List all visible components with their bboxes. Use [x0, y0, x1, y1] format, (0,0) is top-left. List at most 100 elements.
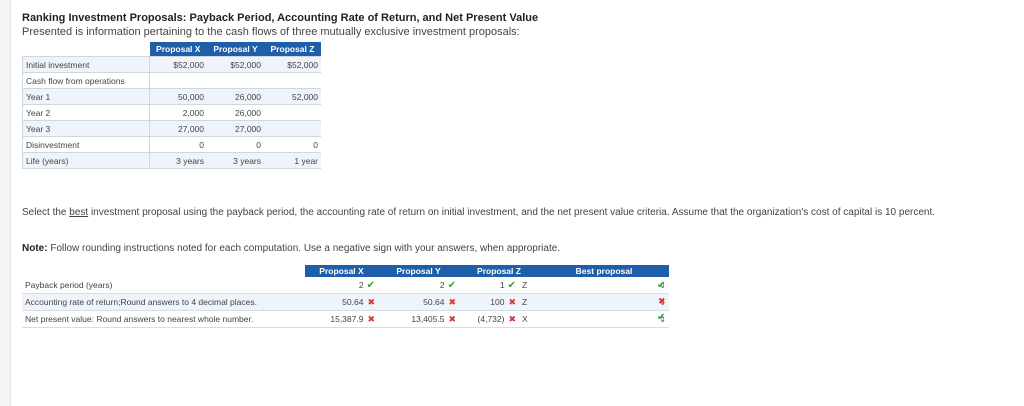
check-icon: ✔ [507, 279, 516, 291]
instructions-best: best [69, 207, 89, 218]
cell-x: $52,000 [149, 56, 207, 73]
header-blank [22, 42, 150, 57]
cell-x: 2,000 [149, 104, 207, 121]
cash-flow-table: Proposal X Proposal Y Proposal Z Initial… [22, 42, 321, 169]
instructions-post: investment proposal using the payback pe… [88, 207, 936, 218]
cross-icon: ✖ [367, 313, 375, 324]
cell-y [207, 72, 264, 89]
table-row: Life (years) 3 years 3 years 1 year [22, 152, 321, 169]
note-label: Note: [22, 243, 48, 254]
answer-value: (4,732) [477, 314, 505, 324]
answer-value: 2 [439, 280, 445, 290]
cell-y: 3 years [207, 152, 264, 169]
problem-content: Ranking Investment Proposals: Payback Pe… [22, 10, 1022, 328]
best-proposal-select[interactable]: ⇕ [539, 311, 669, 327]
cell-y: 26,000 [207, 88, 264, 105]
cell-x: 0 [149, 136, 207, 153]
row-label: Year 2 [22, 104, 150, 121]
cell-z: 52,000 [264, 88, 321, 105]
cell-x: 3 years [149, 152, 207, 169]
answer-header-x: Proposal X [305, 265, 378, 277]
cross-icon: ✖ [448, 296, 456, 307]
cross-icon: ✖ [508, 313, 516, 324]
answer-value: 13,405.5 [411, 314, 445, 324]
table-row: Disinvestment 0 0 0 [22, 136, 321, 153]
cell-x [149, 72, 207, 89]
answer-z-rank: Z [522, 297, 528, 307]
answer-value: 15,387.9 [330, 314, 364, 324]
row-label: Cash flow from operations [22, 72, 150, 89]
cash-flow-header-row: Proposal X Proposal Y Proposal Z [22, 42, 321, 57]
answer-row-arr: Accounting rate of return;Round answers … [22, 294, 669, 311]
row-label: Year 3 [22, 120, 150, 137]
header-proposal-x: Proposal X [149, 42, 207, 57]
check-icon: ✔ [366, 279, 375, 291]
answer-value: 50.64 [423, 297, 445, 307]
answer-table: Proposal X Proposal Y Proposal Z Best pr… [22, 265, 669, 328]
cell-z [264, 104, 321, 121]
check-icon: ✔ [447, 279, 456, 291]
table-row: Cash flow from operations [22, 72, 321, 89]
answer-header-z: Proposal Z [459, 265, 539, 277]
note-text: Follow rounding instructions noted for e… [47, 243, 561, 254]
answer-value: 50.64 [342, 297, 364, 307]
problem-title: Ranking Investment Proposals: Payback Pe… [22, 12, 539, 24]
cross-icon: ✖ [658, 296, 666, 306]
cross-icon: ✖ [508, 296, 516, 307]
cross-icon: ✖ [448, 313, 456, 324]
note: Note: Follow rounding instructions noted… [22, 243, 560, 254]
best-proposal-select[interactable]: ⇕ [539, 277, 669, 293]
answer-value: 2 [358, 280, 364, 290]
cell-z: 1 year [264, 152, 321, 169]
cell-y: $52,000 [207, 56, 264, 73]
answer-value: 1 [499, 280, 505, 290]
answer-x-input[interactable]: 15,387.9 ✖ [305, 311, 378, 327]
cell-y: 26,000 [207, 104, 264, 121]
answer-z-input[interactable]: 1 ✔ [459, 277, 519, 293]
answer-header-y: Proposal Y [378, 265, 459, 277]
answer-value: 100 [490, 297, 505, 307]
table-row: Year 3 27,000 27,000 [22, 120, 321, 137]
cell-y: 0 [207, 136, 264, 153]
answer-z-rank: X [522, 314, 528, 324]
answer-header-blank [22, 265, 305, 277]
problem-intro: Presented is information pertaining to t… [22, 26, 520, 38]
answer-x-input[interactable]: 2 ✔ [305, 277, 378, 293]
answer-y-input[interactable]: 13,405.5 ✖ [378, 311, 459, 327]
cell-z: $52,000 [264, 56, 321, 73]
cell-z [264, 120, 321, 137]
row-label: Life (years) [22, 152, 150, 169]
cell-x: 50,000 [149, 88, 207, 105]
row-label: Disinvestment [22, 136, 150, 153]
header-proposal-y: Proposal Y [207, 42, 264, 57]
row-label: Payback period (years) [25, 280, 113, 290]
check-icon: ✔ [657, 312, 666, 323]
table-row: Year 2 2,000 26,000 [22, 104, 321, 121]
table-row: Initial investment $52,000 $52,000 $52,0… [22, 56, 321, 73]
cell-x: 27,000 [149, 120, 207, 137]
answer-z-input[interactable]: (4,732) ✖ [459, 311, 519, 327]
check-icon: ✔ [657, 280, 666, 291]
answer-row-npv: Net present value: Round answers to near… [22, 311, 669, 328]
answer-header-row: Proposal X Proposal Y Proposal Z Best pr… [22, 265, 669, 277]
cell-z: 0 [264, 136, 321, 153]
best-proposal-select[interactable]: ⇕ [539, 294, 669, 310]
answer-x-input[interactable]: 50.64 ✖ [305, 294, 378, 310]
left-sidebar-strip [0, 0, 11, 406]
answer-row-payback: Payback period (years) 2 ✔ 2 ✔ 1 ✔ Z ⇕ [22, 277, 669, 294]
cross-icon: ✖ [367, 296, 375, 307]
instructions: Select the best investment proposal usin… [22, 206, 1022, 220]
instructions-pre: Select the [22, 207, 70, 218]
answer-y-input[interactable]: 50.64 ✖ [378, 294, 459, 310]
select-arrows-icon: ⇕ [659, 314, 666, 324]
select-arrows-icon: ⇕ [659, 280, 666, 290]
row-label: Net present value: Round answers to near… [25, 314, 254, 324]
row-label: Accounting rate of return;Round answers … [25, 297, 257, 307]
answer-z-input[interactable]: 100 ✖ [459, 294, 519, 310]
answer-y-input[interactable]: 2 ✔ [378, 277, 459, 293]
cell-z [264, 72, 321, 89]
answer-header-best: Best proposal [539, 265, 669, 277]
row-label: Year 1 [22, 88, 150, 105]
answer-z-rank: Z [522, 280, 528, 290]
cell-y: 27,000 [207, 120, 264, 137]
